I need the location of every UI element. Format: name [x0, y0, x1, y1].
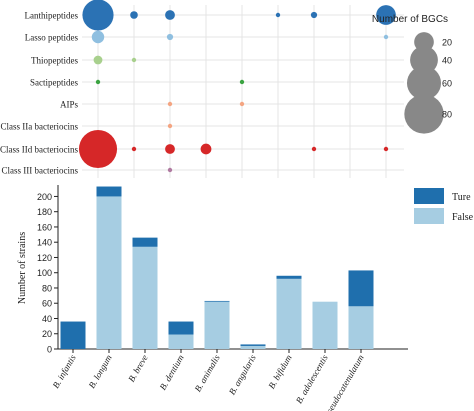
- bubble-lanthipeptides-b-pseudocatenulatum: [376, 5, 396, 25]
- bar-ture-b-longum: [96, 186, 122, 197]
- bubble-class-iid-bacteriocins-b-breve: [165, 144, 175, 154]
- bar-false-b-dentium: [168, 334, 194, 349]
- bar-x-tick-label: B. dentium: [158, 353, 186, 392]
- bar-ture-b-angularis: [240, 344, 266, 346]
- bar-y-tick-label: 120: [37, 253, 52, 263]
- legend-label-false: False: [452, 212, 474, 223]
- bubble-size-legend: Number of BGCs 20 40 60 80: [372, 14, 452, 134]
- bar-ture-b-dentium: [168, 321, 194, 335]
- bubble-thiopeptides-b-longum: [131, 57, 137, 63]
- bar-false-b-adolescentis: [312, 301, 338, 349]
- bubble-class-iid-bacteriocins-b-dentium: [200, 143, 212, 155]
- bar-false-b-bifidum: [276, 278, 302, 349]
- bubble-sactipeptides-b-infantis: [95, 79, 101, 85]
- bubble-legend-circle: [406, 65, 442, 101]
- bubble-legend-label: 80: [442, 110, 452, 120]
- bubble-y-tick-label: Thiopeptides: [31, 56, 78, 66]
- bubble-legend-circle: [404, 94, 444, 134]
- bubble-lanthipeptides-b-longum: [130, 11, 138, 19]
- bubble-y-tick-label: Class IIa bacteriocins: [1, 122, 79, 132]
- bar-y-tick-label: 60: [42, 299, 52, 309]
- bubble-y-tick-label: AIPs: [60, 100, 79, 110]
- bubble-lanthipeptides-b-angularis: [275, 12, 281, 18]
- bar-false-b-angularis: [240, 345, 266, 349]
- bar-x-tick-label: B. adolescentis: [294, 353, 330, 406]
- bubble-y-tick-label: Class IId bacteriocins: [0, 145, 78, 155]
- bubble-aips-b-breve: [167, 101, 173, 107]
- bubble-y-tick-label: Class III bacteriocins: [2, 166, 79, 176]
- bubble-lanthipeptides-b-infantis: [82, 0, 114, 31]
- bubble-class-iid-bacteriocins-b-longum: [131, 146, 137, 152]
- bubble-class-iid-bacteriocins-b-pseudocatenulatum: [383, 146, 389, 152]
- bar-x-tick-label: B. bifidum: [266, 353, 294, 391]
- bar-y-tick-label: 80: [42, 283, 52, 293]
- bar-ture-b-breve: [132, 237, 158, 247]
- bubble-class-iid-bacteriocins-b-bifidum: [311, 146, 317, 152]
- bar-y-tick-label: 140: [37, 238, 52, 248]
- bubble-legend-label: 60: [442, 79, 452, 89]
- bubble-legend-title: Number of BGCs: [372, 14, 448, 25]
- bar-y-tick-label: 200: [37, 192, 52, 202]
- bar-y-tick-label: 0: [47, 345, 52, 355]
- bar-x-tick-label: B. angularis: [227, 353, 258, 397]
- bubble-lanthipeptides-b-breve: [165, 10, 175, 20]
- bar-false-b-pseudocatenulatum: [348, 306, 374, 349]
- bubble-class-iia-bacteriocins-b-breve: [167, 123, 173, 129]
- bar-x-tick-label: B. infantis: [51, 353, 78, 390]
- legend-swatch-false: [414, 208, 444, 224]
- bubble-y-tick-label: Lasso peptides: [25, 33, 79, 43]
- bar-y-tick-label: 40: [42, 314, 52, 324]
- bubble-legend-label: 40: [442, 56, 452, 66]
- bubble-class-iii-bacteriocins-b-breve: [167, 167, 173, 173]
- bar-x-tick-label: B. breve: [126, 353, 149, 384]
- bar-legend: Ture False: [414, 188, 474, 224]
- bubble-lanthipeptides-b-bifidum: [310, 11, 318, 19]
- bubble-thiopeptides-b-infantis: [93, 55, 103, 65]
- bar-y-tick-label: 20: [42, 329, 52, 339]
- bubble-lasso-peptides-b-breve: [166, 33, 174, 41]
- bar-chart: 0 20 40 60 80 100 120 140 160 180 200 B. infantis B.…: [37, 185, 408, 411]
- bar-y-tick-label: 180: [37, 207, 52, 217]
- bar-false-b-breve: [132, 246, 158, 349]
- bubble-lasso-peptides-b-pseudocatenulatum: [383, 34, 389, 40]
- bar-x-tick-label: B. animalis: [193, 353, 222, 394]
- bubble-legend-circle: [414, 32, 434, 52]
- legend-label-ture: Ture: [452, 192, 471, 203]
- bar-y-tick-label: 160: [37, 222, 52, 232]
- bubble-y-tick-label: Sactipeptides: [30, 78, 78, 88]
- bubble-class-iid-bacteriocins-b-infantis: [78, 129, 118, 169]
- bar-false-b-animalis: [204, 301, 230, 349]
- bar-ture-b-pseudocatenulatum: [348, 270, 374, 307]
- bubble-lasso-peptides-b-infantis: [91, 30, 105, 44]
- bubble-chart: Lanthipeptides Lasso peptides Thiopeptides…: [0, 0, 404, 178]
- bar-ture-b-infantis: [60, 321, 86, 349]
- legend-swatch-ture: [414, 188, 444, 204]
- bubble-legend-label: 20: [442, 38, 452, 48]
- bar-y-tick-label: 100: [37, 268, 52, 278]
- bar-y-axis-label: Number of strains: [17, 232, 28, 304]
- bubble-aips-b-animalis: [239, 101, 245, 107]
- bar-ture-b-bifidum: [276, 275, 302, 279]
- bubble-y-tick-label: Lanthipeptides: [25, 11, 79, 21]
- bar-ture-b-animalis: [204, 300, 230, 302]
- bar-false-b-longum: [96, 196, 122, 349]
- bubble-legend-circle: [410, 46, 438, 74]
- bar-x-tick-label: B. longum: [87, 353, 114, 390]
- bubble-sactipeptides-b-animalis: [239, 79, 245, 85]
